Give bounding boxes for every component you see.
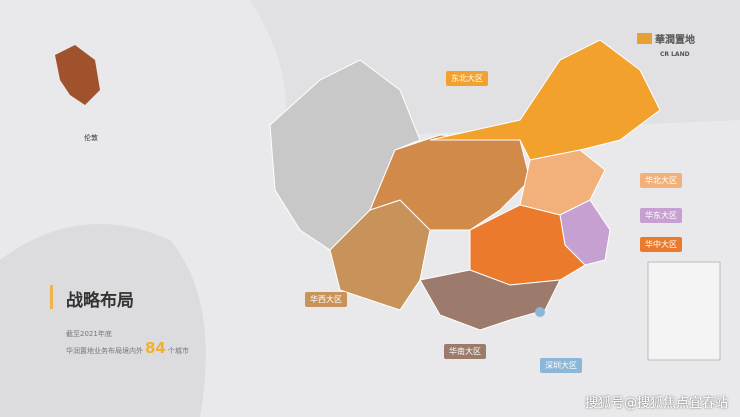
subtitle: 截至2021年底 bbox=[66, 330, 112, 338]
label-huabei: 华北大区 bbox=[640, 173, 682, 188]
continent-shape bbox=[0, 224, 206, 417]
summary-line: 华润置地业务布局境内外 84 个城市 bbox=[66, 339, 189, 357]
summary-suffix: 个城市 bbox=[167, 347, 189, 355]
page-title: 战略布局 bbox=[66, 291, 134, 311]
watermark: 搜狐号@搜狐焦点宜春站 bbox=[584, 396, 728, 411]
city-count: 84 bbox=[145, 339, 166, 357]
logo-cn: 華潤置地 bbox=[655, 35, 695, 46]
region-dongbei bbox=[429, 39, 661, 161]
region-shenzhen bbox=[535, 307, 545, 317]
label-dongbei: 东北大区 bbox=[446, 71, 488, 86]
label-huazhong: 华中大区 bbox=[640, 237, 682, 252]
label-huanan: 华南大区 bbox=[444, 344, 486, 359]
south-china-sea-inset bbox=[647, 261, 721, 361]
region-huanan bbox=[419, 269, 561, 331]
label-huadong: 华东大区 bbox=[640, 208, 682, 223]
label-huaxi: 华西大区 bbox=[305, 292, 347, 307]
heading-accent-bar bbox=[50, 285, 53, 309]
summary-prefix: 华润置地业务布局境内外 bbox=[66, 347, 143, 355]
logo-mark-icon bbox=[637, 33, 652, 44]
uk-map bbox=[55, 45, 100, 105]
logo-en: CR LAND bbox=[660, 51, 690, 58]
label-shenzhen: 深圳大区 bbox=[540, 358, 582, 373]
cr-land-logo: 華潤置地 bbox=[637, 31, 695, 46]
london-label: 伦敦 bbox=[84, 134, 98, 142]
